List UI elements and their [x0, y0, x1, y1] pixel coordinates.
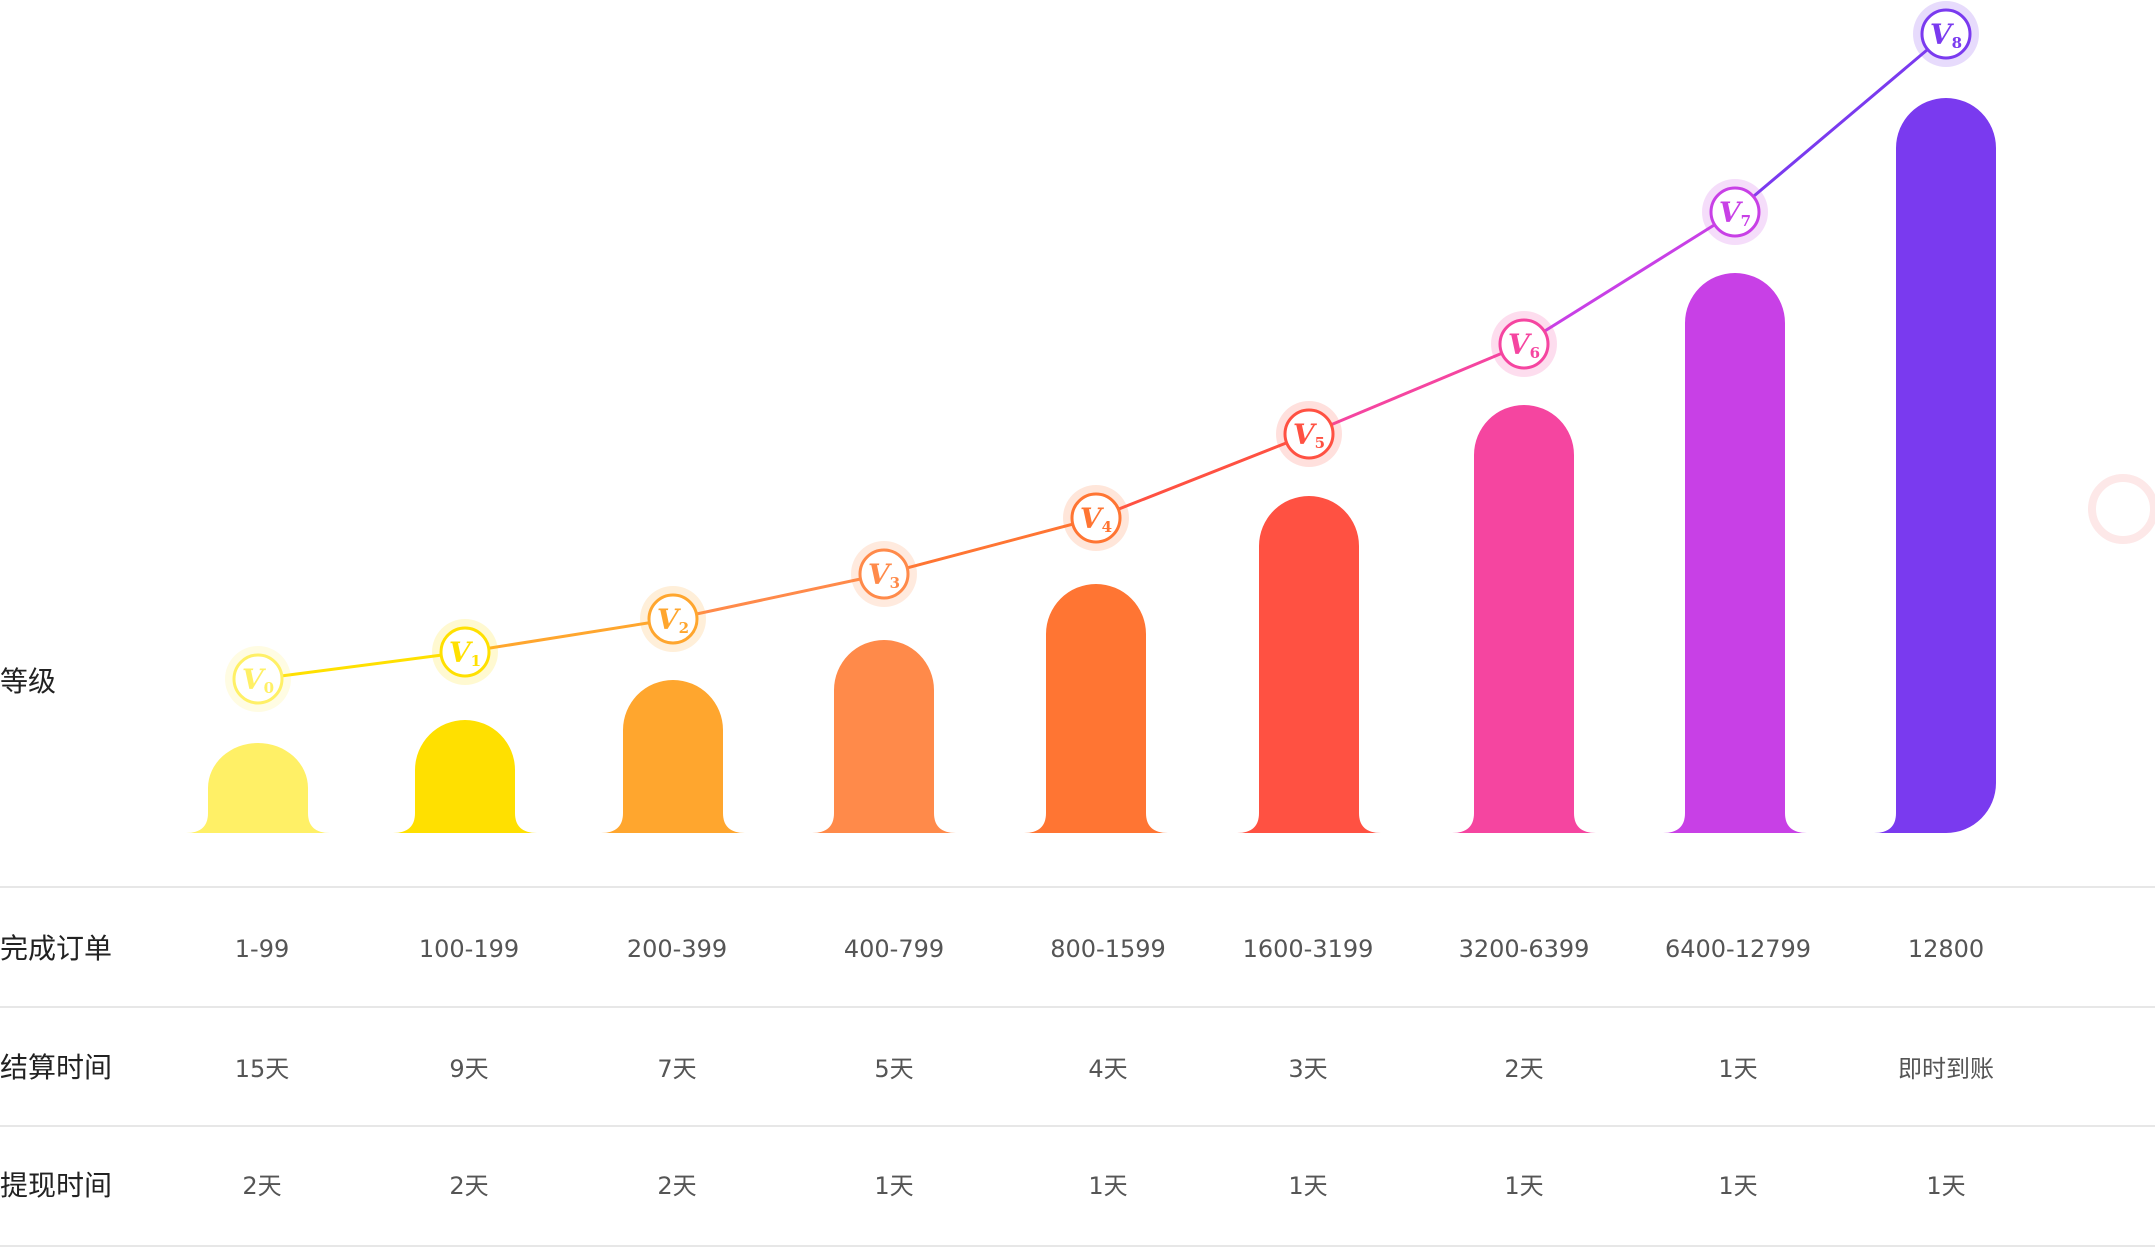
trend-line-segment — [1095, 432, 1310, 520]
row-label-orders: 完成订单 — [0, 932, 113, 965]
trend-line-segment — [257, 650, 466, 681]
withdrawal-cell: 2天 — [657, 1172, 697, 1200]
orders-cell: 200-399 — [626, 935, 728, 963]
trend-line-segment — [883, 516, 1097, 576]
level-tick-label: V4 — [1080, 502, 1112, 536]
row-label-settlement: 结算时间 — [0, 1051, 113, 1084]
level-tick-label: V0 — [242, 663, 274, 697]
level-bar — [186, 743, 330, 833]
divider-1 — [0, 886, 2155, 888]
settlement-cell: 9天 — [449, 1055, 489, 1083]
level-bubble — [1283, 408, 1335, 460]
divider-2 — [0, 1006, 2155, 1008]
divider-4 — [0, 1245, 2155, 1247]
level-bubble — [858, 548, 910, 600]
level-tick-label: V8 — [1930, 18, 1962, 52]
withdrawal-cell: 1天 — [1718, 1172, 1758, 1200]
orders-cell: 1600-3199 — [1242, 935, 1374, 963]
level-bar — [393, 720, 537, 833]
level-tick-label: V6 — [1508, 328, 1540, 362]
trend-line-segment — [1523, 210, 1736, 346]
withdrawal-cell: 1天 — [1288, 1172, 1328, 1200]
level-tick-label: V5 — [1293, 418, 1325, 452]
level-bar — [1874, 98, 1996, 833]
withdrawal-cell: 1天 — [1504, 1172, 1544, 1200]
withdrawal-cell: 2天 — [242, 1172, 282, 1200]
withdrawal-cell: 1天 — [874, 1172, 914, 1200]
level-bar — [1452, 405, 1596, 833]
settlement-cell: 15天 — [234, 1055, 290, 1083]
trend-line-segment — [1308, 342, 1525, 436]
withdrawal-cell: 2天 — [449, 1172, 489, 1200]
level-bubble — [1920, 8, 1972, 60]
level-bar — [812, 640, 956, 833]
level-bubble — [1498, 318, 1550, 370]
level-bubble — [1070, 492, 1122, 544]
level-tick-label: V1 — [449, 636, 481, 670]
orders-cell: 3200-6399 — [1458, 935, 1590, 963]
orders-cell: 6400-12799 — [1664, 935, 1812, 963]
settlement-cell: 7天 — [657, 1055, 697, 1083]
level-bar — [601, 680, 745, 833]
settlement-cell: 3天 — [1288, 1055, 1328, 1083]
decorative-ring — [2088, 474, 2155, 544]
level-tick-label: V2 — [657, 603, 689, 637]
level-bubble — [647, 593, 699, 645]
orders-cell: 400-799 — [843, 935, 945, 963]
settlement-cell: 即时到账 — [1898, 1055, 1994, 1083]
withdrawal-cell: 1天 — [1088, 1172, 1128, 1200]
trend-line-segment — [464, 617, 674, 654]
orders-cell: 12800 — [1907, 935, 1985, 963]
settlement-cell: 5天 — [874, 1055, 914, 1083]
settlement-cell: 4天 — [1088, 1055, 1128, 1083]
level-bubble — [232, 653, 284, 705]
orders-cell: 100-199 — [418, 935, 520, 963]
trend-line-segment — [1734, 32, 1947, 214]
level-bar — [1663, 273, 1807, 833]
divider-3 — [0, 1125, 2155, 1127]
level-bar — [1237, 496, 1381, 833]
row-label-withdrawal: 提现时间 — [0, 1169, 113, 1202]
row-label-level: 等级 — [0, 665, 57, 698]
settlement-cell: 1天 — [1718, 1055, 1758, 1083]
level-bar — [1024, 584, 1168, 833]
orders-cell: 1-99 — [234, 935, 290, 963]
orders-cell: 800-1599 — [1050, 935, 1166, 963]
level-bubble — [1709, 186, 1761, 238]
trend-line-segment — [672, 572, 885, 621]
level-tick-label: V7 — [1719, 196, 1751, 230]
settlement-cell: 2天 — [1504, 1055, 1544, 1083]
withdrawal-cell: 1天 — [1926, 1172, 1966, 1200]
level-chart: V0 V1 V2 V3 V4 V5 V6 V7 V8 — [186, 1, 1996, 833]
level-bubble — [439, 626, 491, 678]
level-tick-label: V3 — [868, 558, 900, 592]
